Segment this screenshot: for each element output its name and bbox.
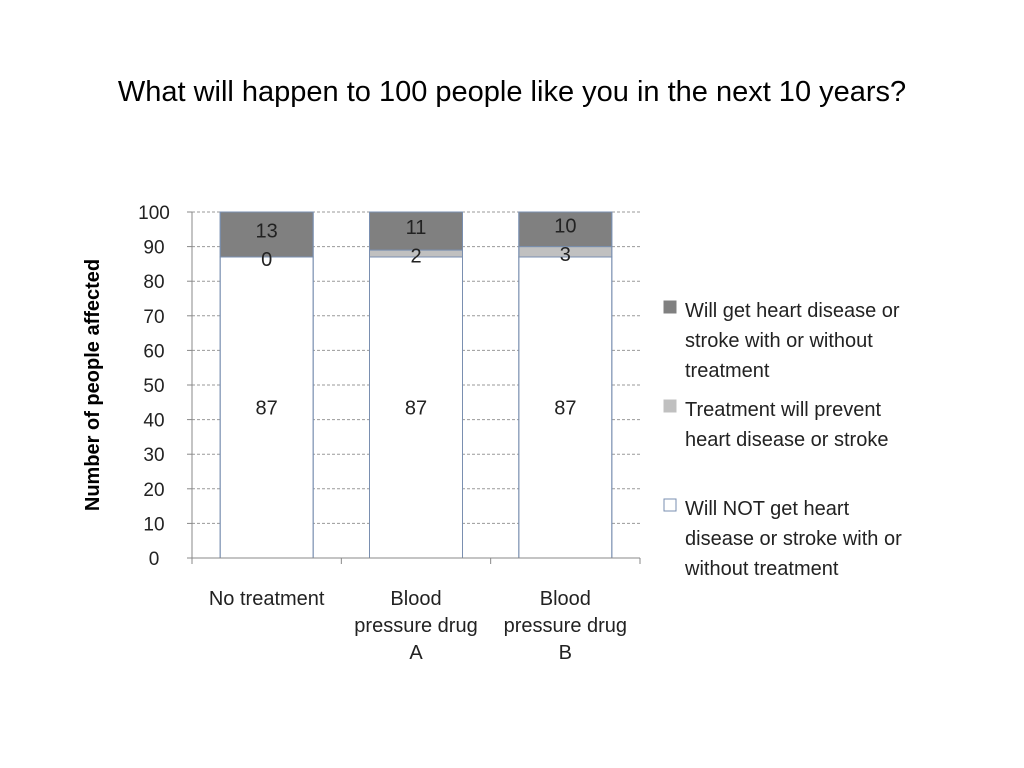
legend-entry: without treatment [684, 558, 839, 580]
slide-title: What will happen to 100 people like you … [117, 76, 907, 108]
x-category-label: No treatment [209, 588, 325, 610]
data-label: 13 [256, 220, 278, 242]
x-category-label: Blood [540, 588, 591, 610]
legend-entry: Will NOT get heart [685, 498, 850, 520]
data-label: 11 [406, 217, 427, 239]
data-label: 87 [405, 397, 427, 419]
data-label: 10 [554, 215, 576, 237]
data-label: 87 [554, 397, 576, 419]
y-tick-label: 50 [143, 376, 164, 397]
x-category-label: B [559, 642, 572, 664]
data-label: 0 [261, 249, 272, 271]
legend-swatch [663, 300, 677, 314]
bar-segment [369, 256, 463, 559]
legend-entry: Will get heart disease or [685, 300, 900, 322]
x-category-label: Blood [390, 588, 441, 610]
legend-entry: treatment [685, 360, 770, 382]
y-tick-label: 0 [149, 549, 160, 570]
y-tick-label: 60 [143, 341, 164, 362]
y-tick-label: 20 [143, 480, 164, 501]
data-label: 3 [560, 244, 571, 266]
bars [219, 211, 613, 559]
legend: Will get heart disease or stroke with or … [663, 300, 902, 580]
data-label: 87 [256, 397, 278, 419]
legend-entry: disease or stroke with or [685, 528, 902, 550]
y-tick-label: 100 [138, 203, 170, 224]
legend-entry: stroke with or without [685, 330, 873, 352]
data-labels: 87 0 13 87 2 11 87 3 10 [256, 215, 577, 419]
x-category-label: pressure drug [354, 615, 477, 637]
legend-swatch [663, 498, 677, 512]
legend-entry: Treatment will prevent [685, 399, 881, 421]
x-category-label: pressure drug [504, 615, 627, 637]
y-tick-label: 10 [143, 514, 164, 535]
bar-segment [518, 211, 613, 248]
y-tick-label: 40 [143, 411, 164, 432]
y-tick-label: 30 [143, 445, 164, 466]
x-category-label: A [409, 642, 423, 664]
legend-swatch [663, 399, 677, 413]
legend-entry: heart disease or stroke [685, 429, 888, 451]
y-tick-label: 70 [143, 307, 164, 328]
y-tick-label: 90 [143, 238, 164, 259]
y-tick-label: 80 [143, 272, 164, 293]
data-label: 2 [410, 246, 421, 268]
y-axis-label: Number of people affected [82, 259, 104, 511]
bar-segment [219, 256, 314, 559]
